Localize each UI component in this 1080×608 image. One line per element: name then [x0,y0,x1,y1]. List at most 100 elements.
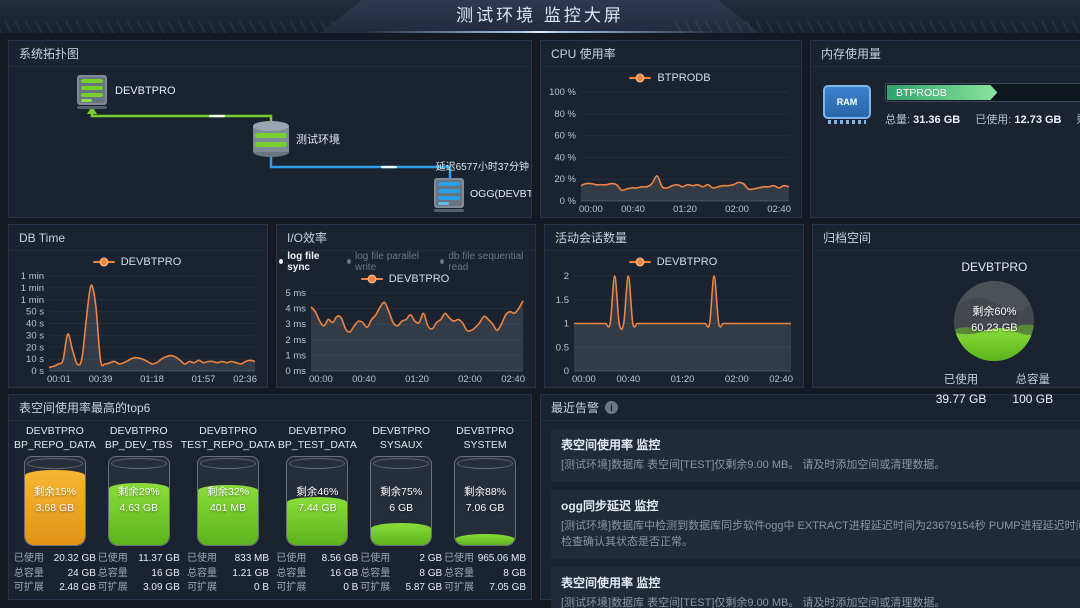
svg-text:00:40: 00:40 [352,374,376,385]
tablespace-stats: 已使用 8.56 GB 总容量 16 GB 可扩展 0 B [276,553,359,593]
tablespace-stats: 已使用 965.06 MB 总容量 8 GB 可扩展 7.05 GB [444,553,527,593]
svg-text:02:40: 02:40 [769,374,793,385]
alert-title: 表空间使用率 监控 [561,438,661,452]
legend-line-icon [628,261,651,263]
cpu-legend[interactable]: BTPRODB [543,69,797,87]
alert-item[interactable]: 表空间使用率 监控09-27 02:38:14[测试环境]数据库 表空间[TES… [551,566,1080,608]
svg-text:100 %: 100 % [549,87,576,98]
cylinder-remaining: 剩余32% 401 MB [207,486,250,514]
legend-label: BTPRODB [657,72,711,84]
svg-text:01:57: 01:57 [192,374,216,385]
svg-text:40 s: 40 s [26,319,44,330]
tablespace-item[interactable]: DEVBTPRO BP_REPO_DATA 剩余15% 3.68 GB 已使用 20.32… [13,425,97,596]
svg-text:1 ms: 1 ms [285,350,306,361]
cylinder-remaining: 剩余29% 4.63 GB [117,486,160,514]
alert-item[interactable]: 表空间使用率 监控09-27 02:39:14[测试环境]数据库 表空间[TES… [551,429,1080,482]
tablespace-stats: 已使用 20.32 GB 总容量 24 GB 可扩展 2.48 GB [13,553,96,593]
memory-bar-label: BTPRODB [896,86,947,99]
legend-line-icon [629,77,652,79]
alert-item[interactable]: ogg同步延迟 监控09-27 02:38:14[测试环境]数据库中检测到数据库… [551,489,1080,559]
svg-text:0: 0 [564,366,569,377]
node-testenv[interactable] [253,121,289,157]
link-test-ogg [269,157,452,178]
svg-text:00:40: 00:40 [616,374,640,385]
svg-text:02:40: 02:40 [767,204,791,215]
cpu-chart: 0 % 20 % 40 % 60 % 80 % 100 % 00:00 00:40 01:20 0… [543,87,797,215]
panel-title: 内存使用量 [821,47,882,61]
node-ogg[interactable] [434,178,464,212]
legend-label: DEVBTPRO [388,273,450,285]
svg-text:50 s: 50 s [26,307,44,318]
io-tab-log-file-sync[interactable]: log file sync [279,251,336,273]
tablespace-cylinder: 剩余29% 4.63 GB [107,456,170,546]
panel-title: I/O效率 [287,231,328,245]
svg-text:80 %: 80 % [554,109,576,120]
svg-text:01:20: 01:20 [673,204,697,215]
memory-usage-bar: BTPRODB [885,83,1080,102]
panel-topology: 系统拓扑图 [8,40,556,218]
tab-dot-icon [440,259,445,264]
tablespace-stats: 已使用 11.37 GB 总容量 16 GB 可扩展 3.09 GB [97,553,180,593]
archive-gauge [952,279,1036,368]
panel-db-time: DB Time DEVBTPRO 0 s 10 s 20 s 30 s 40 s 50 s… [8,224,268,388]
chart-svg: 0 ms 1 ms 2 ms 3 ms 4 ms 5 ms 00:00 00:40 01:20 0… [285,288,525,385]
tablespace-item[interactable]: DEVBTPRO SYSAUX 剩余75% 6 GB 已使用 2 GB 总容量 8 GB 可扩展… [359,425,443,596]
panel-alerts: 最近告警 表空间使用率 监控09-27 02:39:14[测试环境]数据库 表空… [540,394,1080,608]
svg-text:01:20: 01:20 [405,374,429,385]
archive-db-name: DEVBTPRO [961,260,1028,274]
tablespace-item[interactable]: DEVBTPRO TEST_REPO_DATA 剩余32% 401 MB 已使用 833 … [181,425,276,596]
alert-title: 表空间使用率 监控 [561,575,661,590]
tablespace-item[interactable]: DEVBTPRO BP_TEST_DATA 剩余46% 7.44 GB 已使用 8.56 … [275,425,359,596]
archive-used: 已使用 39.77 GB [935,374,987,406]
panel-title: 系统拓扑图 [19,47,80,61]
svg-text:00:40: 00:40 [621,204,645,215]
svg-text:0 ms: 0 ms [285,366,306,377]
tablespace-name: DEVBTPRO BP_REPO_DATA [13,425,96,451]
cylinder-remaining: 剩余88% 7.06 GB [464,486,507,514]
sessions-legend[interactable]: DEVBTPRO [547,253,799,271]
alert-message: [测试环境]数据库 表空间[TEST]仅剩余9.00 MB。 请及时添加空间或清… [561,596,946,608]
alert-title: ogg同步延迟 监控 [561,498,659,513]
svg-text:00:00: 00:00 [579,204,603,215]
tablespace-name: DEVBTPRO TEST_REPO_DATA [180,425,276,451]
link-test-dev [90,114,273,125]
svg-text:2: 2 [564,271,569,282]
tab-dot-icon [279,259,284,264]
cylinder-liquid [371,523,432,545]
node-devbtpro[interactable] [77,75,107,109]
sessions-chart: 0 0.5 1 1.5 2 00:00 00:40 01:20 02:00 02:40 [547,271,799,385]
svg-text:20 s: 20 s [26,342,44,353]
svg-text:1 min: 1 min [21,283,44,294]
panel-memory: 内存使用量 RAM BTPRODB 总量: 31.36 GB [810,40,1080,218]
io-legend[interactable]: DEVBTPRO [279,270,531,288]
io-tab-log-file-parallel-write[interactable]: log file parallel write [346,251,429,273]
panel-cpu: CPU 使用率 BTPRODB 0 % 20 % 40 % 60 % 80 % 100 %… [540,40,802,218]
tablespace-cylinder: 剩余15% 3.68 GB [23,456,86,546]
cylinder-liquid [24,470,85,545]
svg-text:0 %: 0 % [560,196,577,207]
io-tab-db-file-sequential-read[interactable]: db file sequential read [440,251,531,273]
tablespace-item[interactable]: DEVBTPRO BP_DEV_TBS 剩余29% 4.63 GB 已使用 11.37 G… [97,425,181,596]
node-ogg-delay-label: 延迟6577小时37分钟 [436,160,529,173]
node-ogg-label: OGG(DEVBTPRO [470,188,531,200]
legend-line-icon [360,278,383,280]
panel-tablespace: 表空间使用率最高的top6 DEVBTPRO BP_REPO_DATA 剩余15% 3… [8,394,532,600]
svg-text:00:00: 00:00 [572,374,596,385]
tablespace-cylinder: 剩余88% 7.06 GB [454,456,517,546]
info-icon[interactable] [605,401,619,414]
tablespace-item[interactable]: DEVBTPRO SYSTEM 剩余88% 7.06 GB 已使用 965.06 MB 总容… [443,425,527,596]
svg-text:0 s: 0 s [31,366,44,377]
cylinder-liquid [455,534,516,545]
svg-text:00:00: 00:00 [309,374,333,385]
alert-message: [测试环境]数据库 表空间[TEST]仅剩余9.00 MB。 请及时添加空间或清… [561,459,946,471]
db-time-legend[interactable]: DEVBTPRO [11,253,263,271]
io-metric-tabs: log file sync log file parallel write db f… [279,251,531,273]
svg-text:02:00: 02:00 [725,204,749,215]
tablespace-stats: 已使用 2 GB 总容量 8 GB 可扩展 5.87 GB [360,553,443,593]
svg-text:1: 1 [564,319,569,330]
tablespace-cylinder: 剩余32% 401 MB [197,456,260,546]
memory-usage-fill: BTPRODB [887,85,997,100]
cylinder-remaining: 剩余75% 6 GB [380,486,423,514]
